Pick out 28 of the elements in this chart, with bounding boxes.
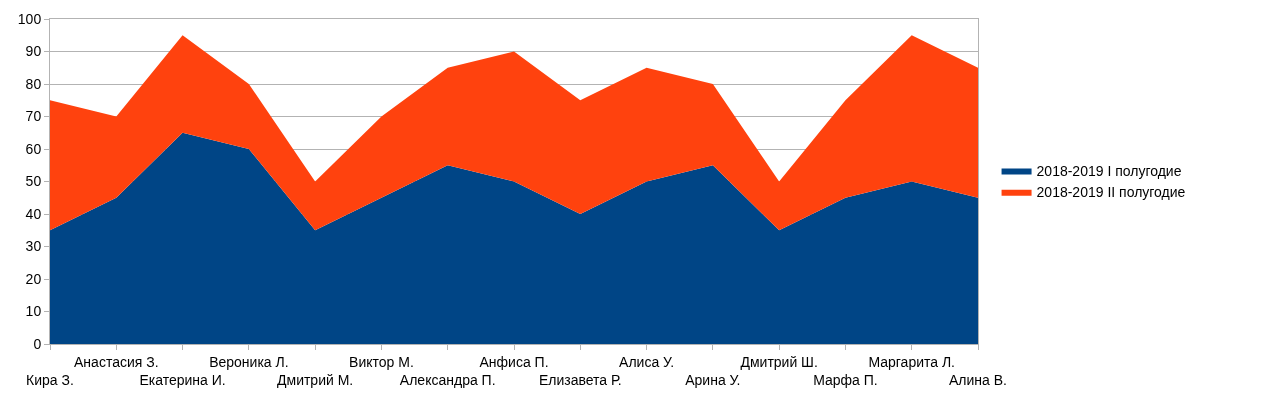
- x-tick-label: Екатерина И.: [139, 372, 226, 388]
- legend-label: 2018-2019 II полугодие: [1036, 184, 1186, 201]
- x-tick-label: Арина У.: [685, 372, 741, 388]
- x-tick-label: Дмитрий Ш.: [740, 353, 818, 370]
- x-tick-label: Дмитрий М.: [277, 372, 354, 388]
- x-tick-label: Марфа П.: [813, 372, 878, 388]
- x-tick-label: Вероника Л.: [209, 353, 289, 370]
- y-tick-label: 20: [25, 270, 42, 287]
- x-tick-label: Александра П.: [399, 372, 496, 388]
- x-tick-label: Анфиса П.: [479, 353, 549, 370]
- y-tick-label: 40: [25, 205, 42, 222]
- y-tick-label: 70: [25, 108, 42, 125]
- y-tick-label: 30: [25, 238, 42, 255]
- y-tick-label: 50: [25, 173, 42, 190]
- x-tick-label: Алиса У.: [619, 353, 675, 370]
- legend-label: 2018-2019 I полугодие: [1036, 163, 1182, 180]
- y-tick-label: 100: [17, 10, 42, 27]
- y-tick-label: 60: [25, 140, 42, 157]
- x-tick-label: Кира З.: [26, 372, 74, 388]
- y-tick-label: 80: [25, 75, 42, 92]
- y-tick-label: 10: [25, 303, 42, 320]
- y-tick-label: 90: [25, 43, 42, 60]
- x-tick-label: Елизавета Р.: [538, 372, 622, 388]
- x-tick-label: Алина В.: [949, 372, 1007, 388]
- y-tick-label: 0: [33, 335, 42, 352]
- x-tick-label: Виктор М.: [349, 353, 414, 370]
- x-tick-label: Анастасия З.: [74, 353, 159, 370]
- x-tick-label: Маргарита Л.: [868, 353, 956, 370]
